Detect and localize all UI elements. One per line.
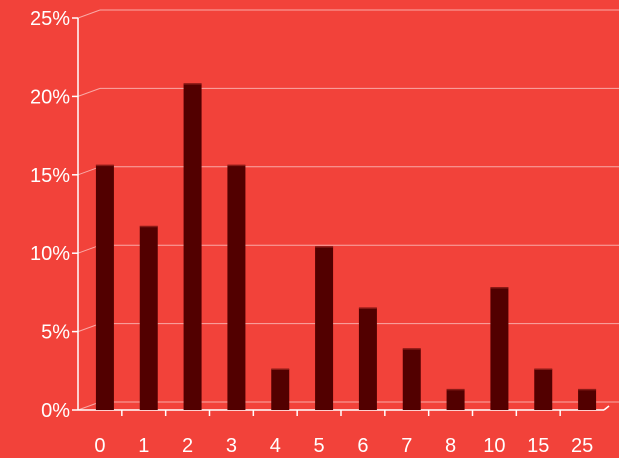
y-tick-label: 25%: [30, 8, 70, 30]
y-tick-label: 0%: [41, 400, 70, 422]
bar: 2: [183, 83, 202, 410]
bar: 1: [139, 226, 158, 410]
bar: 0: [95, 165, 114, 410]
x-tick-label: 15: [527, 435, 549, 457]
x-tick-label: 4: [270, 435, 281, 457]
bar: 15: [534, 369, 553, 410]
grid-diagonal: [77, 9, 101, 19]
bar: 8: [446, 389, 465, 410]
bar: 5: [315, 246, 334, 410]
bar: 6: [358, 308, 377, 410]
gridlines: [77, 9, 619, 411]
x-tick-label: 8: [445, 435, 456, 457]
y-tick-label: 10%: [30, 243, 70, 265]
x-tick-label: 10: [483, 435, 505, 457]
bar: 4: [271, 369, 290, 410]
y-tick-label: 5%: [41, 322, 70, 344]
x-axis-end: [603, 405, 610, 411]
grid-diagonal: [77, 87, 101, 97]
x-tick-label: 25: [571, 435, 593, 457]
axes: [72, 17, 610, 416]
x-tick-label: 3: [226, 435, 237, 457]
x-tick-label: 2: [182, 435, 193, 457]
x-tick-label: 5: [314, 435, 325, 457]
y-tick-labels: 0% 5% 10% 15% 20% 25%: [30, 8, 70, 422]
y-tick-label: 15%: [30, 165, 70, 187]
bar: 3: [227, 165, 246, 410]
bar: 7: [402, 348, 421, 410]
x-tick-label: 1: [138, 435, 149, 457]
y-tick-label: 20%: [30, 86, 70, 108]
x-tick-label: 6: [357, 435, 368, 457]
x-tick-label: 0: [94, 435, 105, 457]
x-tick-label: 7: [401, 435, 412, 457]
x-tick-labels: 0 1 2 3 4 5 6 7 8 10 15 25: [94, 435, 593, 457]
bar: 25: [578, 389, 597, 410]
bar: 10: [490, 287, 509, 410]
